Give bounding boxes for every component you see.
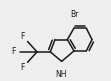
Text: F: F — [11, 47, 16, 56]
Text: F: F — [21, 63, 25, 72]
Text: NH: NH — [55, 70, 66, 79]
Text: Br: Br — [71, 10, 79, 19]
Text: F: F — [21, 32, 25, 41]
